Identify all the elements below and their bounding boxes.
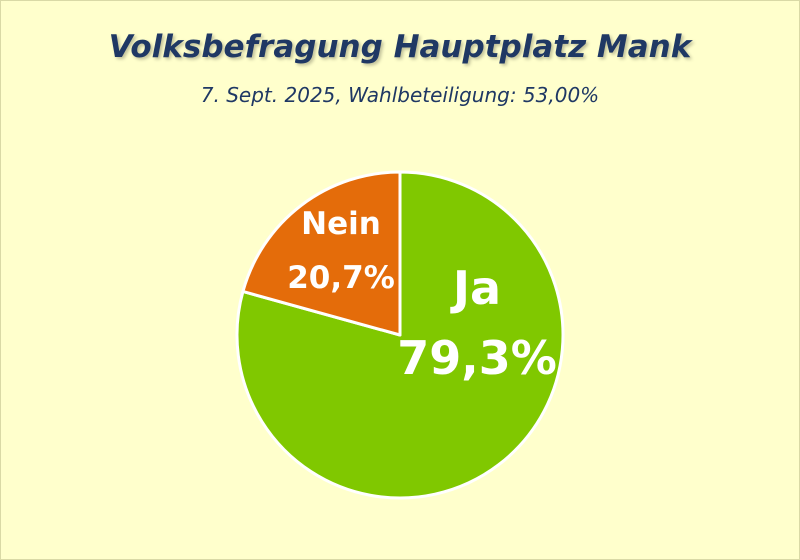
slice-label-ja: Ja xyxy=(450,261,501,315)
pie-slice-nein xyxy=(241,170,402,337)
pie-slice-ja xyxy=(235,170,565,500)
chart-subtitle: 7. Sept. 2025, Wahlbeteiligung: 53,00% xyxy=(200,83,600,107)
chart-title: Volksbefragung Hauptplatz Mank xyxy=(108,29,692,65)
slice-value-nein: 20,7% xyxy=(287,260,395,296)
slice-label-nein: Nein xyxy=(301,206,381,242)
slice-value-ja: 79,3% xyxy=(397,331,557,385)
